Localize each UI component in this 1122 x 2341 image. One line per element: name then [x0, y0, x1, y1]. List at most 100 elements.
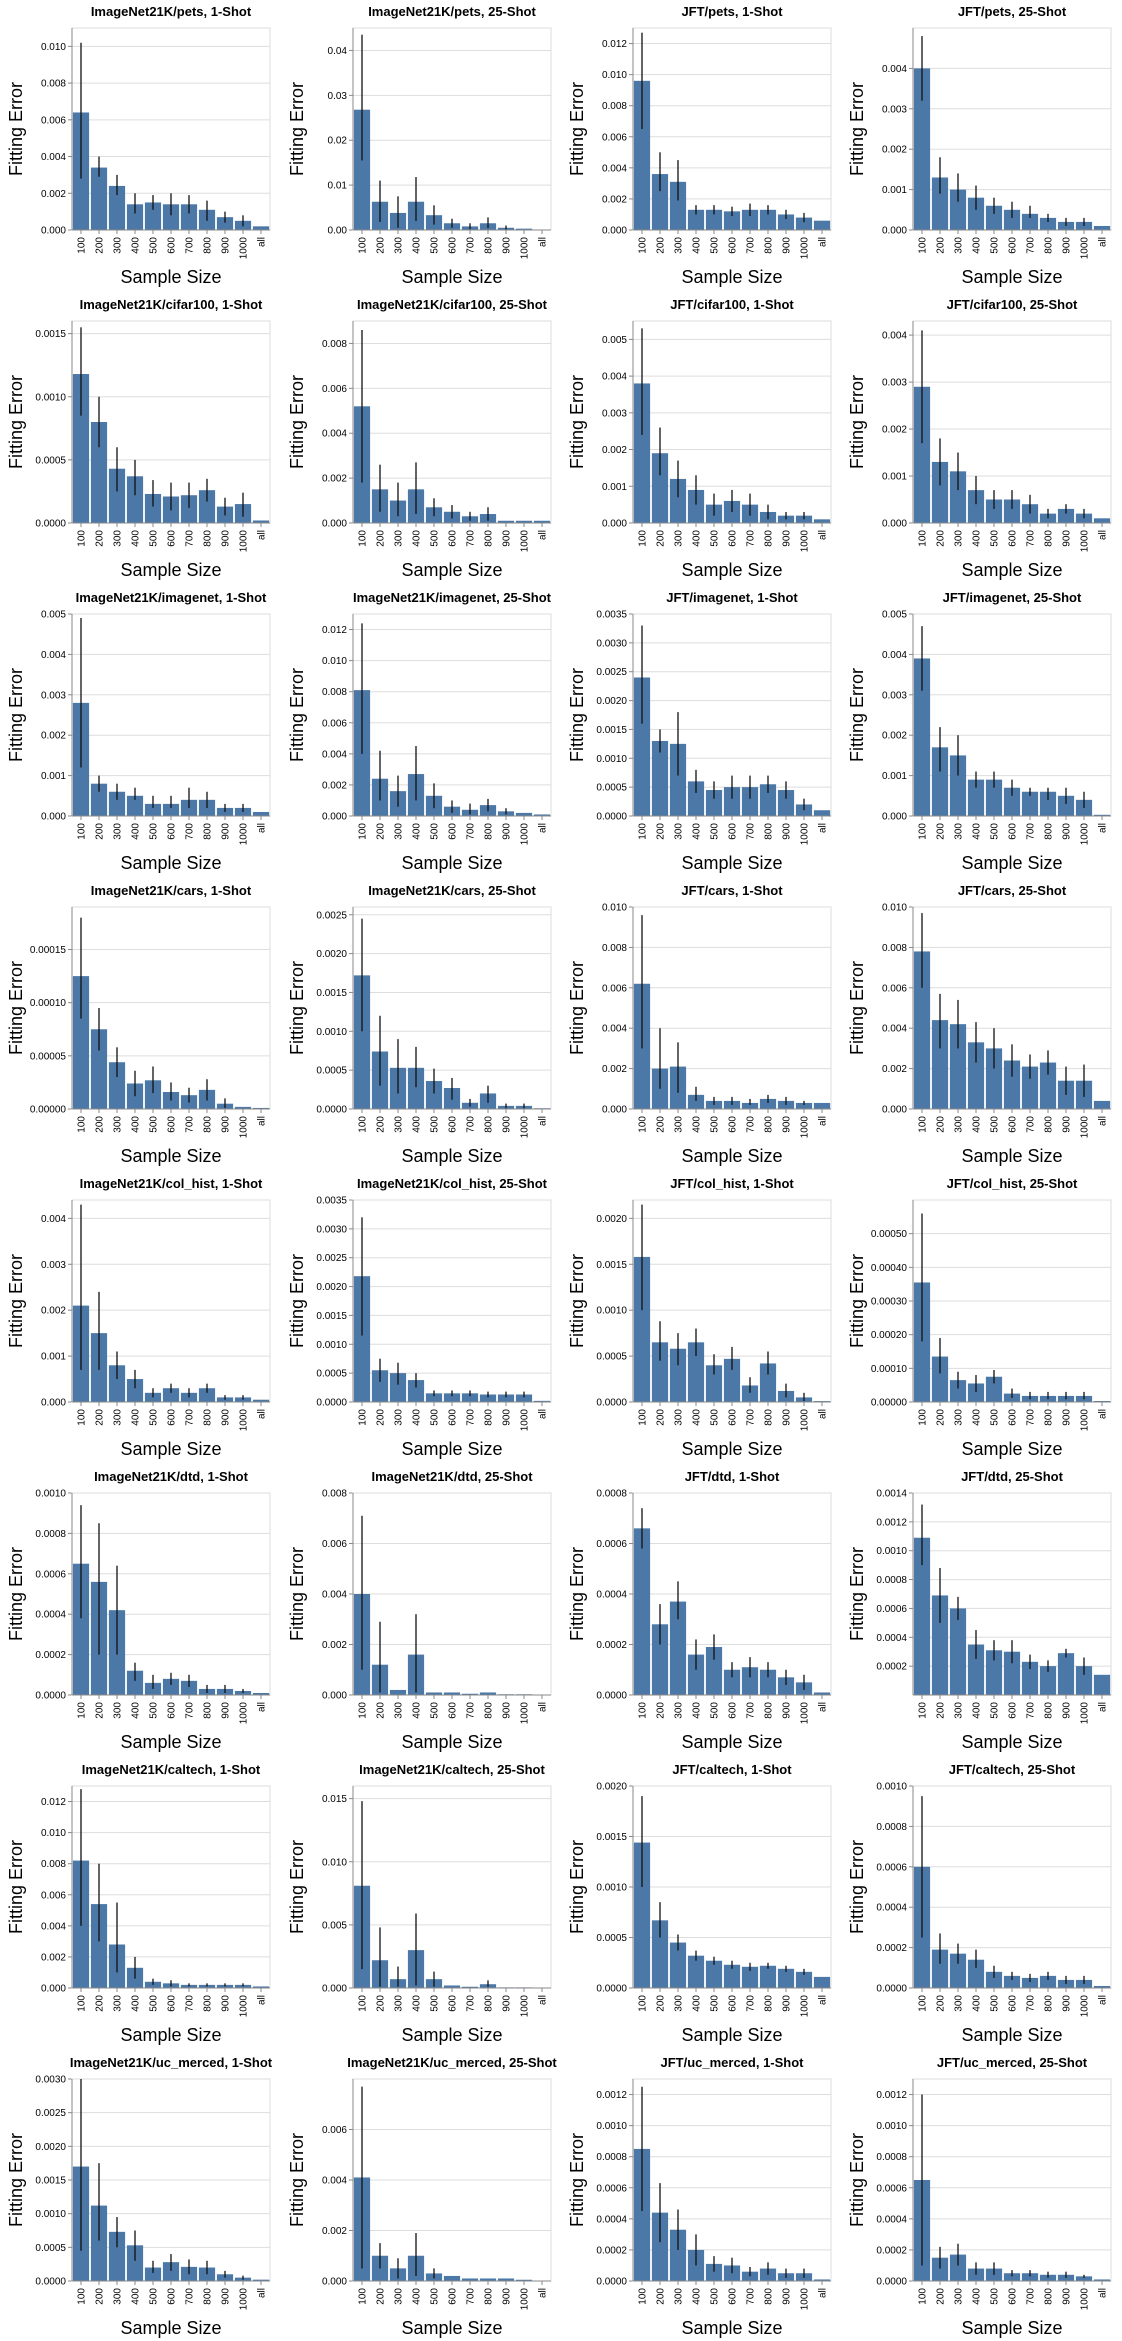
x-tick-label: 900 — [782, 823, 793, 840]
bar — [651, 1920, 669, 1988]
y-tick-label: 0.0035 — [316, 1196, 347, 1207]
y-axis-title: Fitting Error — [567, 1547, 587, 1641]
y-tick-label: 0.003 — [882, 378, 907, 389]
x-tick-label: 200 — [95, 2288, 106, 2305]
y-tick-label: 0.0002 — [876, 1943, 907, 1954]
x-tick-label: 400 — [692, 1702, 703, 1719]
y-axis-title: Fitting Error — [287, 668, 307, 762]
bar — [723, 211, 741, 230]
bar — [931, 461, 949, 523]
x-axis-title: Sample Size — [120, 1439, 221, 1459]
y-tick-label: 0.0030 — [596, 638, 627, 649]
y-tick-label: 0.0006 — [876, 2183, 907, 2194]
x-tick-label: all — [257, 1702, 268, 1712]
x-tick-label: 500 — [710, 1116, 721, 1133]
x-axis-title: Sample Size — [681, 853, 782, 873]
x-tick-label: 100 — [918, 2288, 929, 2305]
bar — [967, 1042, 985, 1109]
bar — [967, 1959, 985, 1988]
bar — [198, 2267, 216, 2281]
y-tick-label: 0.0005 — [35, 2243, 66, 2254]
x-tick-label: 100 — [77, 823, 88, 840]
bar — [497, 1394, 515, 1402]
x-tick-label: 700 — [185, 530, 196, 547]
bar — [687, 1094, 705, 1109]
x-tick-label: 100 — [638, 1702, 649, 1719]
x-tick-label: 300 — [954, 1702, 965, 1719]
x-tick-label: 1000 — [520, 1409, 531, 1432]
x-tick-label: 800 — [1044, 1116, 1055, 1133]
bar — [126, 1083, 144, 1109]
x-tick-label: 100 — [358, 2288, 369, 2305]
bar — [967, 1383, 985, 1402]
chart-title: JFT/pets, 1-Shot — [681, 4, 783, 19]
bar-chart-panel: ImageNet21K/uc_merced, 1-Shot 0.0000 0.000… — [6, 2055, 273, 2338]
x-tick-label: 200 — [95, 1116, 106, 1133]
plot-frame — [352, 1785, 552, 1989]
y-tick-label: 0.0012 — [876, 2090, 907, 2101]
bar — [479, 2278, 497, 2281]
x-tick-label: 500 — [710, 530, 721, 547]
bar — [669, 1942, 687, 1988]
x-tick-label: 1000 — [239, 1409, 250, 1432]
x-tick-label: 800 — [1044, 823, 1055, 840]
y-tick-label: 0.0015 — [35, 329, 66, 340]
x-tick-label: 800 — [1044, 2288, 1055, 2305]
x-tick-label: 700 — [466, 237, 477, 254]
x-tick-label: 800 — [1044, 237, 1055, 254]
x-tick-label: 200 — [376, 2288, 387, 2305]
x-tick-label: 500 — [430, 1702, 441, 1719]
x-tick-label: 500 — [430, 823, 441, 840]
bar — [252, 520, 270, 523]
bar — [705, 790, 723, 816]
y-tick-label: 0.003 — [41, 690, 66, 701]
bar — [1093, 814, 1111, 816]
x-tick-label: 800 — [764, 1116, 775, 1133]
bar — [1003, 1975, 1021, 1988]
x-tick-label: 900 — [1062, 530, 1073, 547]
x-axis-title: Sample Size — [961, 1146, 1062, 1166]
bar — [633, 677, 651, 816]
y-tick-label: 0.0010 — [876, 1546, 907, 1557]
bar — [234, 1106, 252, 1109]
y-tick-label: 0.0005 — [316, 1369, 347, 1380]
x-tick-label: 900 — [221, 237, 232, 254]
bar — [1093, 1674, 1111, 1695]
x-tick-label: 400 — [692, 823, 703, 840]
x-tick-label: 900 — [1062, 1116, 1073, 1133]
bar — [180, 1984, 198, 1988]
bar — [759, 209, 777, 230]
x-tick-label: 1000 — [239, 237, 250, 260]
x-tick-label: all — [818, 1409, 829, 1419]
bar — [533, 814, 551, 816]
bar — [198, 1388, 216, 1402]
bar — [1003, 2273, 1021, 2281]
bar — [461, 1986, 479, 1988]
x-tick-label: 1000 — [520, 823, 531, 846]
y-tick-label: 0.005 — [41, 610, 66, 621]
y-tick-label: 0.0006 — [35, 1569, 66, 1580]
y-axis-title: Fitting Error — [6, 82, 26, 176]
x-tick-label: 1000 — [520, 1702, 531, 1725]
x-axis-title: Sample Size — [681, 1732, 782, 1752]
bar — [723, 787, 741, 816]
x-tick-label: 200 — [95, 1702, 106, 1719]
y-axis-title: Fitting Error — [847, 1840, 867, 1934]
x-tick-label: 700 — [466, 1702, 477, 1719]
x-tick-label: 600 — [728, 1409, 739, 1426]
x-tick-label: 700 — [1026, 1409, 1037, 1426]
y-tick-label: 0.0005 — [596, 783, 627, 794]
x-tick-label: 400 — [692, 1409, 703, 1426]
bar — [108, 468, 126, 523]
y-tick-label: 0.000 — [602, 226, 627, 237]
y-tick-label: 0.0020 — [596, 1214, 627, 1225]
x-tick-label: 900 — [221, 1702, 232, 1719]
x-tick-label: 300 — [674, 823, 685, 840]
bar — [1003, 499, 1021, 523]
x-tick-label: 500 — [990, 237, 1001, 254]
x-tick-label: 500 — [990, 823, 1001, 840]
y-tick-label: 0.008 — [602, 101, 627, 112]
bar — [741, 1385, 759, 1402]
y-tick-label: 0.0015 — [35, 2176, 66, 2187]
bar — [515, 812, 533, 816]
